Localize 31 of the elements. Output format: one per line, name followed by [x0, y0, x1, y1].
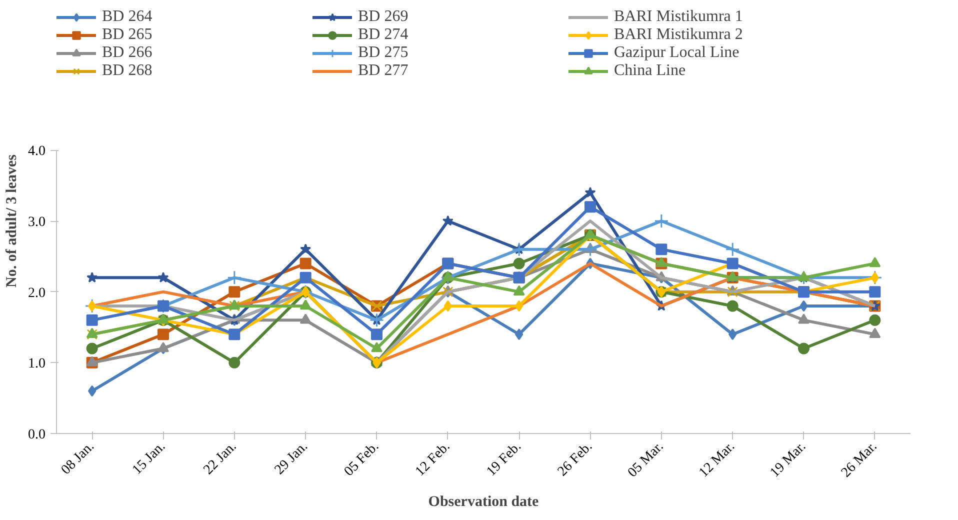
legend-label: BD 274: [358, 26, 410, 44]
x-tick-label: 12 Mar.: [696, 439, 738, 481]
legend-label: Gazipur Local Line: [614, 44, 740, 62]
x-tick-label: 22 Jan.: [201, 439, 240, 478]
y-tick-label: 0.0: [28, 428, 46, 442]
x-tick-label: 08 Jan.: [58, 439, 98, 478]
legend-label: BD 277: [358, 62, 410, 80]
y-tick-label: 4.0: [28, 144, 46, 160]
legend-label: BD 266: [102, 44, 154, 62]
x-tick-label: 05 Mar.: [625, 439, 667, 481]
x-axis-title: Observation date: [428, 494, 540, 510]
legend-label: BARI Mistikumra 1: [614, 8, 744, 26]
x-tick-label: 05 Feb.: [342, 439, 382, 480]
legend-label: BD 275: [358, 44, 410, 62]
y-tick-label: 1.0: [28, 356, 46, 372]
legend-label: BD 264: [102, 8, 154, 26]
x-tick-label: 15 Jan.: [130, 439, 169, 478]
x-tick-label: 12 Feb.: [412, 439, 454, 480]
x-tick-label: 29 Jan.: [272, 439, 311, 478]
x-tick-label: 19 Feb.: [484, 439, 524, 480]
x-tick-label: 19 Mar.: [768, 439, 810, 481]
legend-label: BD 268: [102, 62, 154, 80]
y-axis-title: No. of adult/ 3 leaves: [4, 154, 20, 288]
legend-label: BARI Mistikumra 2: [614, 26, 744, 44]
x-tick-label: 26 Feb.: [555, 439, 596, 480]
legend-label: China Line: [614, 62, 687, 80]
legend-label: BD 265: [102, 26, 154, 44]
y-tick-label: 2.0: [28, 286, 46, 301]
x-tick-label: 26 Mar.: [838, 439, 880, 481]
y-tick-label: 3.0: [28, 215, 46, 230]
legend-label: BD 269: [358, 8, 410, 26]
